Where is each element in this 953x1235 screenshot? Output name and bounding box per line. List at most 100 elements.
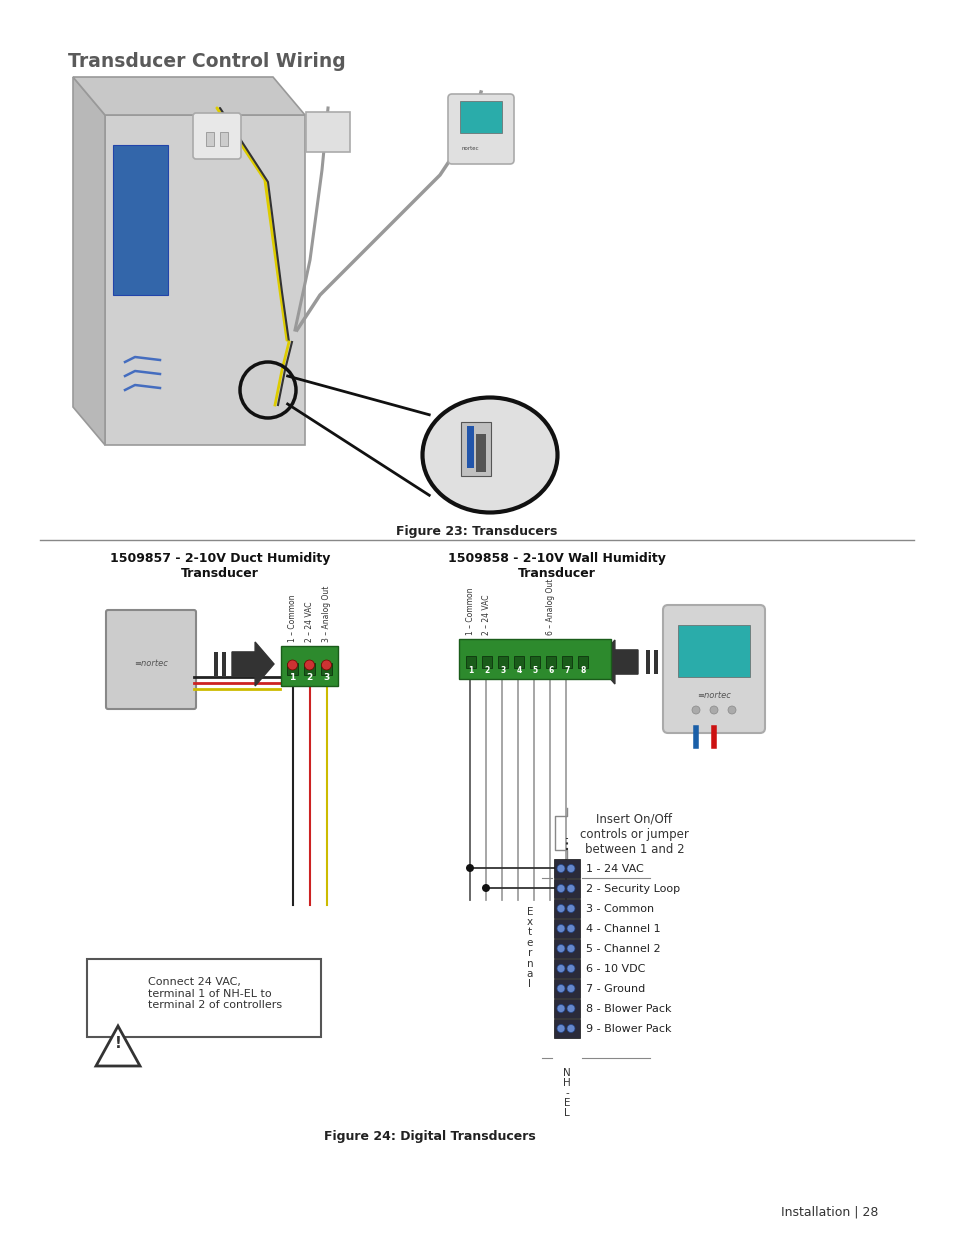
FancyBboxPatch shape — [554, 879, 579, 898]
Text: 2 - Security Loop: 2 - Security Loop — [585, 883, 679, 893]
Circle shape — [566, 884, 575, 893]
Text: 2 – 24 VAC: 2 – 24 VAC — [481, 594, 491, 635]
Polygon shape — [213, 652, 218, 676]
Polygon shape — [654, 650, 658, 674]
Circle shape — [465, 864, 474, 872]
Circle shape — [566, 904, 575, 913]
FancyBboxPatch shape — [554, 939, 579, 958]
Text: 1509858 - 2-10V Wall Humidity
Transducer: 1509858 - 2-10V Wall Humidity Transducer — [448, 552, 665, 580]
Circle shape — [566, 1004, 575, 1013]
FancyBboxPatch shape — [554, 919, 579, 939]
FancyBboxPatch shape — [193, 112, 241, 159]
FancyBboxPatch shape — [554, 979, 579, 998]
Text: Figure 24: Digital Transducers: Figure 24: Digital Transducers — [324, 1130, 536, 1144]
Polygon shape — [73, 77, 105, 445]
Circle shape — [566, 925, 575, 932]
Text: 7: 7 — [564, 666, 569, 676]
Text: nortec: nortec — [461, 146, 479, 151]
Text: 1: 1 — [289, 673, 295, 682]
Text: 1 - 24 VAC: 1 - 24 VAC — [585, 863, 643, 873]
FancyBboxPatch shape — [662, 605, 764, 734]
Polygon shape — [222, 652, 226, 676]
Circle shape — [557, 925, 564, 932]
FancyBboxPatch shape — [554, 860, 579, 878]
FancyBboxPatch shape — [481, 656, 492, 668]
FancyBboxPatch shape — [458, 638, 610, 679]
Text: Installation | 28: Installation | 28 — [780, 1205, 877, 1218]
FancyBboxPatch shape — [554, 1019, 579, 1037]
Text: 6 - 10 VDC: 6 - 10 VDC — [585, 963, 644, 973]
Ellipse shape — [422, 398, 557, 513]
Text: 7 - Ground: 7 - Ground — [585, 983, 644, 993]
Text: N
H
-
E
L: N H - E L — [562, 1068, 570, 1118]
FancyBboxPatch shape — [554, 999, 579, 1018]
Circle shape — [566, 1025, 575, 1032]
Text: 4 - Channel 1: 4 - Channel 1 — [585, 924, 659, 934]
FancyBboxPatch shape — [87, 960, 320, 1037]
FancyBboxPatch shape — [287, 663, 297, 676]
Circle shape — [557, 1025, 564, 1032]
Circle shape — [287, 659, 297, 671]
Circle shape — [557, 904, 564, 913]
Circle shape — [691, 706, 700, 714]
Circle shape — [566, 965, 575, 972]
Text: 5 - Channel 2: 5 - Channel 2 — [585, 944, 659, 953]
Text: E
x
t
e
r
n
a
l: E x t e r n a l — [526, 906, 533, 989]
Polygon shape — [73, 77, 305, 115]
Circle shape — [566, 864, 575, 872]
Circle shape — [557, 1004, 564, 1013]
Circle shape — [727, 706, 735, 714]
Polygon shape — [105, 115, 305, 445]
Text: !: ! — [114, 1036, 121, 1051]
FancyBboxPatch shape — [112, 144, 168, 295]
Text: 2: 2 — [306, 673, 313, 682]
FancyBboxPatch shape — [220, 132, 228, 146]
Text: Connect 24 VAC,
terminal 1 of NH-EL to
terminal 2 of controllers: Connect 24 VAC, terminal 1 of NH-EL to t… — [148, 977, 282, 1010]
Polygon shape — [596, 640, 638, 684]
Circle shape — [566, 945, 575, 952]
FancyBboxPatch shape — [554, 899, 579, 918]
FancyBboxPatch shape — [476, 433, 485, 472]
Text: 5: 5 — [532, 666, 537, 676]
FancyBboxPatch shape — [561, 656, 572, 668]
Text: 9 - Blower Pack: 9 - Blower Pack — [585, 1024, 671, 1034]
Text: Figure 23: Transducers: Figure 23: Transducers — [395, 525, 558, 538]
Circle shape — [557, 864, 564, 872]
Text: ≡nortec: ≡nortec — [134, 659, 168, 668]
Polygon shape — [96, 1026, 140, 1066]
Polygon shape — [645, 650, 649, 674]
Text: 4: 4 — [516, 666, 521, 676]
FancyBboxPatch shape — [545, 656, 556, 668]
FancyBboxPatch shape — [304, 663, 314, 676]
Circle shape — [304, 659, 314, 671]
Circle shape — [481, 884, 490, 892]
Circle shape — [557, 984, 564, 993]
Circle shape — [557, 945, 564, 952]
FancyBboxPatch shape — [306, 112, 350, 152]
FancyBboxPatch shape — [678, 625, 749, 677]
FancyBboxPatch shape — [514, 656, 523, 668]
Text: 3 - Common: 3 - Common — [585, 904, 654, 914]
FancyBboxPatch shape — [281, 646, 337, 685]
FancyBboxPatch shape — [530, 656, 539, 668]
FancyBboxPatch shape — [106, 610, 195, 709]
Text: 6 – Analog Out: 6 – Analog Out — [545, 579, 555, 635]
FancyBboxPatch shape — [460, 422, 491, 475]
Text: Transducer Control Wiring: Transducer Control Wiring — [68, 52, 345, 70]
Circle shape — [557, 965, 564, 972]
FancyBboxPatch shape — [206, 132, 213, 146]
Text: Insert On/Off
controls or jumper
between 1 and 2: Insert On/Off controls or jumper between… — [579, 813, 688, 856]
Text: 3: 3 — [500, 666, 505, 676]
FancyBboxPatch shape — [467, 426, 474, 468]
Circle shape — [709, 706, 718, 714]
Text: 3 – Analog Out: 3 – Analog Out — [322, 585, 331, 642]
FancyBboxPatch shape — [459, 101, 501, 133]
FancyBboxPatch shape — [320, 663, 332, 676]
Text: 1 – Common: 1 – Common — [288, 594, 296, 642]
Text: 8: 8 — [579, 666, 585, 676]
FancyBboxPatch shape — [448, 94, 514, 164]
FancyBboxPatch shape — [578, 656, 587, 668]
Text: ≡nortec: ≡nortec — [697, 690, 730, 699]
Text: 6: 6 — [548, 666, 553, 676]
Text: 1: 1 — [468, 666, 473, 676]
